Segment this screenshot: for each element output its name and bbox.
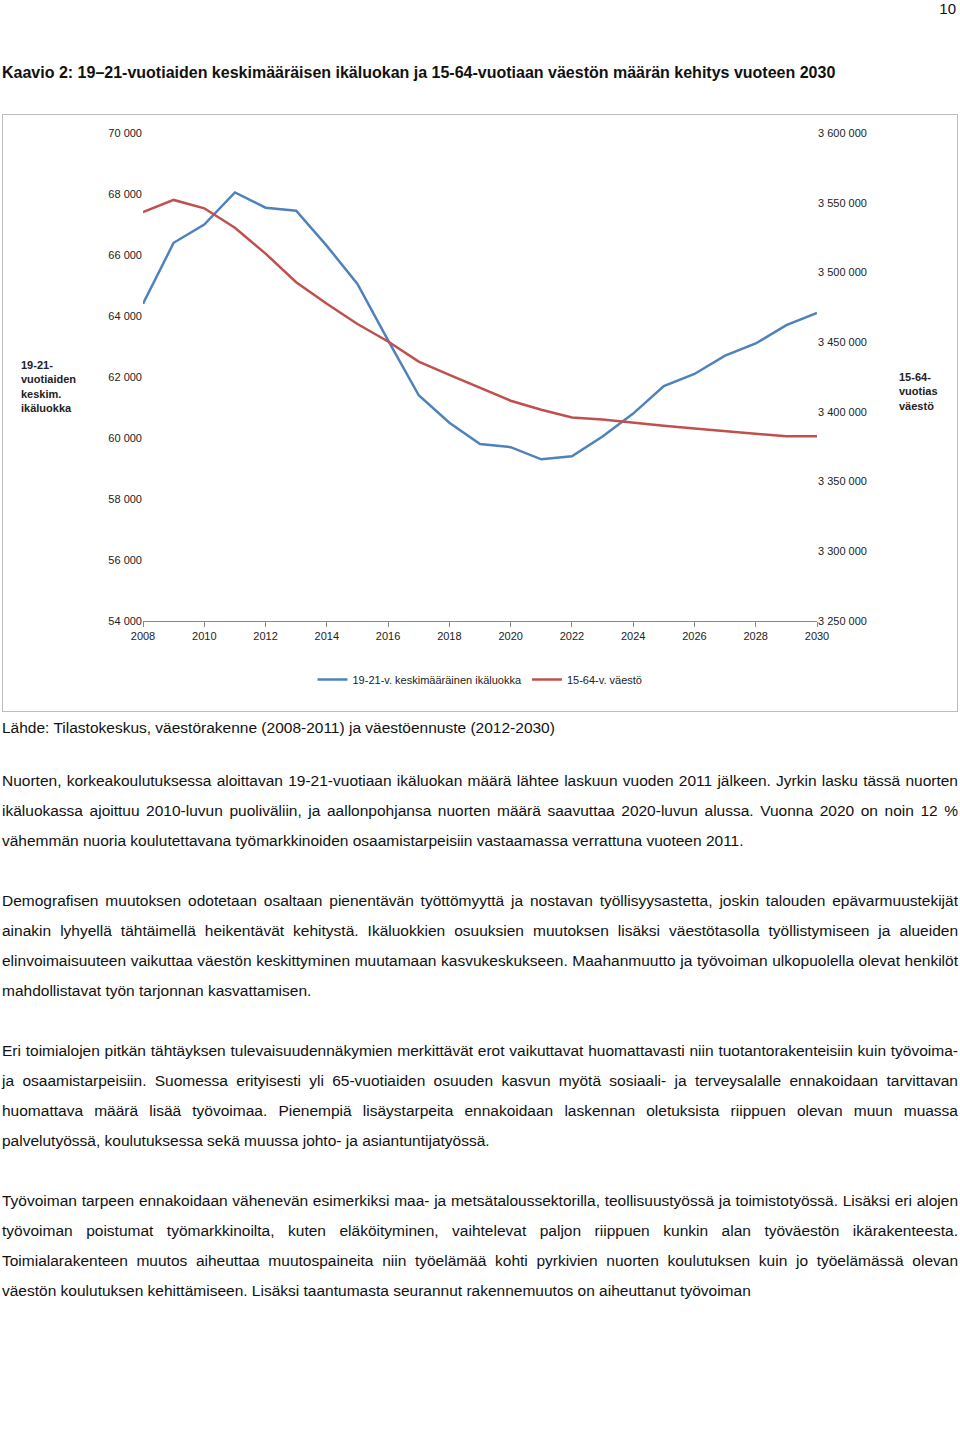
html-text:Työvoiman tarpeen ennakoidaan: Työvoiman tarpeen ennakoidaan vähenevän … bbox=[2, 1192, 958, 1299]
html-text:Lähde: Tilastokeskus, väestöra: Lähde: Tilastokeskus, väestörakenne (200… bbox=[2, 719, 555, 736]
svg-text:70 000: 70 000 bbox=[108, 127, 142, 139]
svg-text:54 000: 54 000 bbox=[108, 615, 142, 627]
svg-text:3 600 000: 3 600 000 bbox=[818, 127, 867, 139]
html-text:Nuorten, korkeakoulutuksessa a: Nuorten, korkeakoulutuksessa aloittavan … bbox=[2, 772, 958, 849]
html-text:Eri toimialojen pitkän tähtäyk: Eri toimialojen pitkän tähtäyksen tuleva… bbox=[2, 1042, 958, 1149]
svg-text:3 300 000: 3 300 000 bbox=[818, 545, 867, 557]
svg-text:2022: 2022 bbox=[560, 630, 584, 642]
svg-text:2018: 2018 bbox=[437, 630, 461, 642]
svg-text:2030: 2030 bbox=[805, 630, 829, 642]
svg-text:3 250 000: 3 250 000 bbox=[818, 615, 867, 627]
svg-text:2014: 2014 bbox=[315, 630, 339, 642]
svg-text:2024: 2024 bbox=[621, 630, 645, 642]
svg-text:3 400 000: 3 400 000 bbox=[818, 406, 867, 418]
svg-text:15-64-v. väestö: 15-64-v. väestö bbox=[567, 674, 642, 686]
svg-text:56 000: 56 000 bbox=[108, 554, 142, 566]
svg-text:19-21-vuotiaidenkeskim.ikäluok: 19-21-vuotiaidenkeskim.ikäluokka bbox=[21, 359, 76, 414]
svg-text:2026: 2026 bbox=[682, 630, 706, 642]
svg-text:3 450 000: 3 450 000 bbox=[818, 336, 867, 348]
html-text:Demografisen muutoksen odoteta: Demografisen muutoksen odotetaan osaltaa… bbox=[2, 892, 958, 999]
svg-text:2016: 2016 bbox=[376, 630, 400, 642]
svg-text:3 550 000: 3 550 000 bbox=[818, 197, 867, 209]
svg-text:2012: 2012 bbox=[253, 630, 277, 642]
svg-text:3 350 000: 3 350 000 bbox=[818, 475, 867, 487]
svg-text:66 000: 66 000 bbox=[108, 249, 142, 261]
svg-text:64 000: 64 000 bbox=[108, 310, 142, 322]
svg-text:3 500 000: 3 500 000 bbox=[818, 266, 867, 278]
svg-text:62 000: 62 000 bbox=[108, 371, 142, 383]
svg-text:2008: 2008 bbox=[131, 630, 155, 642]
svg-text:15-64-vuotiasväestö: 15-64-vuotiasväestö bbox=[899, 371, 938, 412]
svg-text:19-21-v. keskimääräinen ikäluo: 19-21-v. keskimääräinen ikäluokka bbox=[353, 674, 522, 686]
svg-text:2010: 2010 bbox=[192, 630, 216, 642]
svg-text:60 000: 60 000 bbox=[108, 432, 142, 444]
html-text:Kaavio 2: 19–21-vuotiaiden kes: Kaavio 2: 19–21-vuotiaiden keskimääräise… bbox=[2, 64, 836, 81]
svg-text:2028: 2028 bbox=[743, 630, 767, 642]
svg-text:58 000: 58 000 bbox=[108, 493, 142, 505]
svg-text:68 000: 68 000 bbox=[108, 188, 142, 200]
svg-text:2020: 2020 bbox=[498, 630, 522, 642]
html-text:10: 10 bbox=[939, 0, 956, 17]
